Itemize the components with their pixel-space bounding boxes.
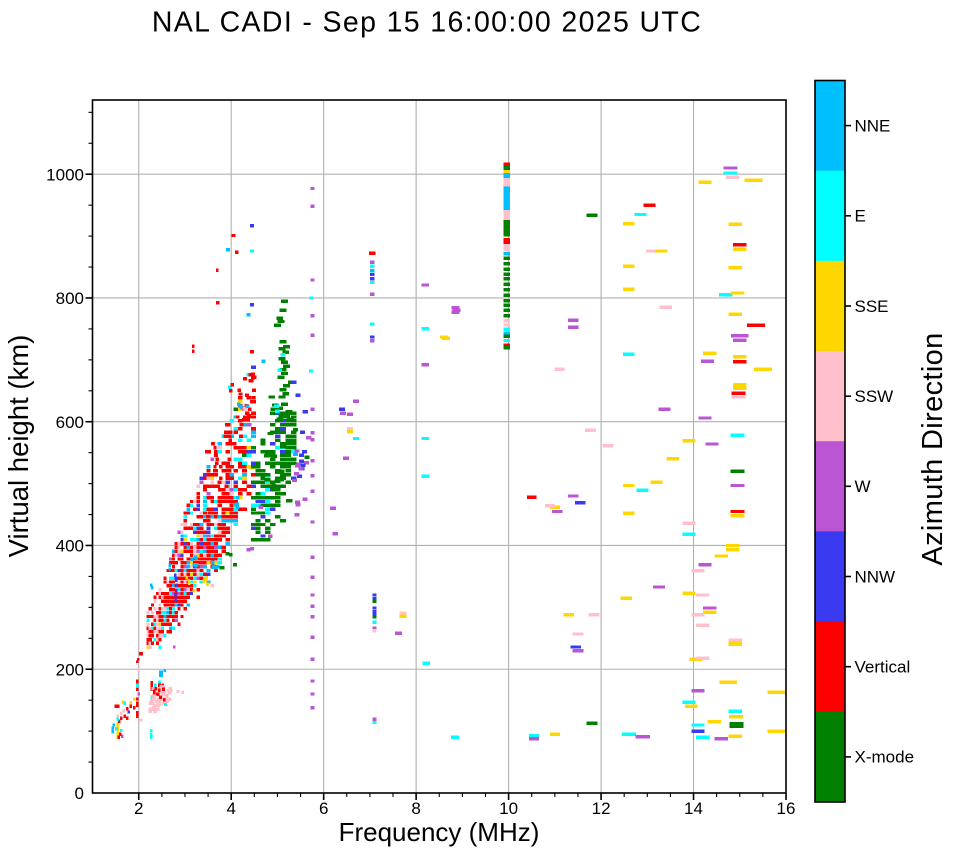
svg-text:Virtual height (km): Virtual height (km): [3, 335, 34, 558]
svg-text:SSE: SSE: [855, 297, 889, 316]
svg-text:16: 16: [777, 799, 796, 818]
svg-text:8: 8: [411, 799, 420, 818]
svg-text:800: 800: [56, 289, 84, 308]
svg-text:1000: 1000: [46, 165, 84, 184]
svg-text:W: W: [855, 477, 871, 496]
svg-text:SSW: SSW: [855, 387, 894, 406]
svg-text:12: 12: [592, 799, 611, 818]
svg-text:X-mode: X-mode: [855, 748, 915, 767]
svg-text:200: 200: [56, 660, 84, 679]
svg-text:NNW: NNW: [855, 567, 896, 586]
svg-text:400: 400: [56, 537, 84, 556]
svg-text:Frequency (MHz): Frequency (MHz): [339, 817, 540, 847]
svg-text:14: 14: [684, 799, 703, 818]
svg-text:10: 10: [499, 799, 518, 818]
svg-text:2: 2: [134, 799, 143, 818]
svg-text:600: 600: [56, 413, 84, 432]
svg-text:0: 0: [75, 784, 84, 803]
svg-text:4: 4: [226, 799, 235, 818]
svg-text:E: E: [855, 207, 866, 226]
svg-text:NAL CADI - Sep 15 16:00:00 202: NAL CADI - Sep 15 16:00:00 2025 UTC: [152, 7, 702, 39]
svg-text:Vertical: Vertical: [855, 658, 911, 677]
svg-text:6: 6: [319, 799, 328, 818]
svg-text:NNE: NNE: [855, 116, 891, 135]
svg-text:Azimuth Direction: Azimuth Direction: [917, 332, 949, 565]
